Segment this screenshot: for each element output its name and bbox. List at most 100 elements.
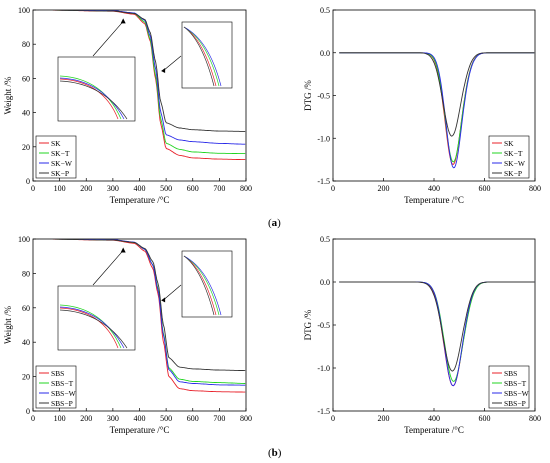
x-axis-label: Temperature /°C (404, 425, 464, 435)
series-line-3 (339, 281, 535, 372)
x-tick-label: 200 (378, 184, 390, 193)
x-tick-label: 100 (54, 184, 66, 193)
x-tick-label: 500 (160, 184, 172, 193)
series-line-3 (39, 10, 246, 132)
x-tick-label: 600 (479, 184, 491, 193)
y-tick-label: 0.0 (320, 278, 330, 287)
legend-label-2: SBS−W (504, 389, 530, 398)
x-tick-label: 400 (428, 184, 440, 193)
y-axis-label: Weight /% (3, 305, 13, 344)
x-tick-label: 800 (529, 414, 541, 423)
x-tick-label: 0 (31, 184, 35, 193)
legend-label-0: SBS (504, 369, 517, 378)
x-tick-label: 400 (428, 414, 440, 423)
x-tick-label: 700 (213, 414, 225, 423)
x-tick-label: 0 (31, 414, 35, 423)
x-tick-label: 500 (160, 414, 172, 423)
chart-dtg-b: 0 200 400 600 800 0.5 0.0 -0.5 -1.0 -1.5 Temperatu… (303, 235, 541, 435)
inset-arrow-1 (92, 21, 124, 57)
legend-label-1: SBS−T (504, 379, 527, 388)
y-tick-label: 0.0 (320, 49, 330, 58)
inset2-series-3 (183, 26, 215, 87)
x-tick-label: 0 (331, 184, 335, 193)
inset-arrowhead-2 (161, 297, 166, 303)
inset-arrowhead-1 (120, 18, 126, 24)
y-tick-label: -1.5 (317, 407, 330, 416)
y-tick-label: -0.5 (317, 321, 330, 330)
series-line-3 (339, 52, 535, 137)
y-tick-label: 100 (18, 6, 30, 15)
inset1-series-1 (59, 304, 122, 349)
inset2-series-2 (183, 255, 222, 316)
y-tick-label: -1.0 (317, 134, 330, 143)
legend-label-1: SK−T (51, 149, 70, 158)
legend-label-2: SK−W (504, 159, 526, 168)
y-tick-label: -1.0 (317, 364, 330, 373)
inset2-series-2 (183, 26, 222, 87)
inset1-series-1 (59, 75, 122, 120)
y-tick-label: 0.5 (320, 6, 330, 15)
x-tick-label: 200 (80, 414, 92, 423)
y-axis-label: DTG /% (303, 80, 313, 111)
x-tick-label: 700 (213, 184, 225, 193)
legend-label-1: SBS−T (51, 379, 74, 388)
legend-label-0: SBS (51, 369, 64, 378)
legend-label-2: SBS−W (51, 389, 77, 398)
inset1-series-2 (59, 77, 125, 120)
panel-label-a: (a) (268, 217, 281, 229)
legend-label-2: SK−W (51, 159, 73, 168)
x-tick-label: 200 (80, 184, 92, 193)
inset-arrow-2 (163, 284, 182, 300)
inset1-series-2 (59, 306, 125, 349)
legend-label-0: SK (51, 139, 61, 148)
legend-label-1: SK−T (504, 149, 523, 158)
y-tick-label: 0 (26, 407, 30, 416)
x-tick-label: 300 (107, 184, 119, 193)
x-tick-label: 400 (134, 184, 146, 193)
inset-arrowhead-1 (120, 247, 126, 253)
y-tick-label: 100 (18, 235, 30, 244)
x-tick-label: 200 (378, 414, 390, 423)
y-tick-label: 40 (22, 338, 30, 347)
legend-label-3: SK−P (51, 169, 69, 178)
x-tick-label: 400 (134, 414, 146, 423)
y-tick-label: -1.5 (317, 177, 330, 186)
inset-arrow-1 (92, 250, 124, 286)
inset1-series-3 (59, 80, 128, 120)
y-axis-label: Weight /% (3, 76, 13, 115)
panel-label-b: (b) (268, 447, 282, 459)
x-tick-label: 0 (331, 414, 335, 423)
chart-tg-b: 0 100 200 300 400 500 600 700 800 0 20 40 60 80 100 Tem… (3, 235, 252, 435)
y-tick-label: 0.5 (320, 235, 330, 244)
y-tick-label: 0 (26, 177, 30, 186)
x-tick-label: 800 (529, 184, 541, 193)
chart-dtg-a: 0 200 400 600 800 0.5 0.0 -0.5 -1.0 -1.5 Temperatu… (303, 6, 541, 205)
inset2-series-3 (183, 255, 215, 316)
x-axis-label: Temperature /°C (404, 195, 464, 205)
y-tick-label: 80 (22, 269, 30, 278)
y-tick-label: 40 (22, 109, 30, 118)
inset-arrowhead-2 (161, 67, 166, 73)
chart-tg-a: 0 100 200 300 400 500 600 700 800 0 20 40 60 80 100 Tem… (3, 6, 252, 205)
x-tick-label: 800 (240, 414, 252, 423)
y-tick-label: 20 (22, 373, 30, 382)
y-tick-label: 60 (22, 304, 30, 313)
y-tick-label: 20 (22, 143, 30, 152)
x-tick-label: 600 (187, 414, 199, 423)
x-tick-label: 600 (187, 184, 199, 193)
x-tick-label: 300 (107, 414, 119, 423)
x-tick-label: 600 (479, 414, 491, 423)
series-line-3 (39, 239, 246, 372)
y-tick-label: 60 (22, 74, 30, 83)
legend-label-3: SK−P (504, 169, 522, 178)
inset-arrow-2 (163, 55, 182, 71)
y-axis-label: DTG /% (303, 309, 313, 340)
y-tick-label: -0.5 (317, 92, 330, 101)
legend-label-3: SBS−P (51, 399, 73, 408)
x-tick-label: 800 (240, 184, 252, 193)
